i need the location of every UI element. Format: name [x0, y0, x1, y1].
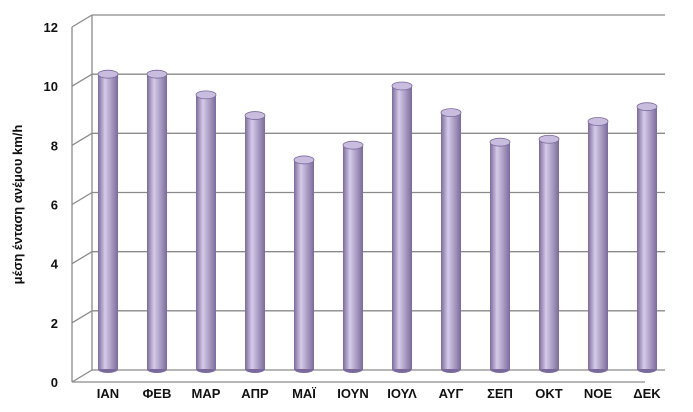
grid-layer: [71, 14, 665, 383]
y-tick-label: 2: [51, 316, 58, 331]
x-tick-label: ΜΑΡ: [192, 386, 221, 401]
bar: [636, 102, 658, 373]
bar-body: [539, 139, 559, 369]
x-tick-label: ΟΚΤ: [535, 386, 563, 401]
x-tick-label: ΙΑΝ: [97, 386, 119, 401]
bar-body: [196, 94, 216, 369]
gridline-side: [71, 73, 93, 87]
bar-body: [98, 74, 118, 370]
y-tick-labels: 0 2 4 6 8 10 12: [44, 20, 59, 390]
gridline-side: [71, 251, 93, 265]
bar-top: [293, 155, 315, 165]
gridline-side: [71, 191, 93, 206]
bar: [489, 137, 511, 373]
bar-body: [637, 106, 657, 369]
y-tick-label: 12: [44, 20, 58, 35]
bar: [293, 155, 315, 373]
bar-body: [147, 74, 167, 370]
y-tick-label: 8: [51, 138, 58, 153]
bar-top: [440, 108, 462, 118]
bar: [195, 90, 217, 373]
bar: [244, 111, 266, 373]
bar-top: [342, 140, 364, 150]
gridline-side: [71, 132, 93, 146]
bar-body: [490, 142, 510, 369]
y-axis-title: μέση ένταση ανέμου km/h: [10, 125, 25, 285]
gridline-side: [71, 310, 93, 324]
bar: [587, 117, 609, 373]
bar-top: [146, 69, 168, 79]
bar-body: [343, 145, 363, 369]
x-tick-label: ΙΟΥΝ: [337, 386, 368, 401]
bar-top: [636, 102, 658, 112]
bar: [97, 69, 119, 373]
bar: [538, 134, 560, 373]
y-tick-label: 4: [51, 257, 59, 272]
bar: [146, 69, 168, 373]
bar-top: [391, 81, 413, 91]
bar-top: [538, 134, 560, 144]
y-tick-label: 6: [51, 198, 58, 213]
bar-top: [97, 69, 119, 79]
bar: [391, 81, 413, 373]
x-tick-label: ΜΑΪ: [292, 386, 316, 401]
bar: [342, 140, 364, 373]
bar-body: [245, 115, 265, 369]
bar-body: [294, 159, 314, 369]
bar-top: [587, 117, 609, 126]
bar-top: [195, 90, 217, 100]
y-tick-label: 0: [51, 375, 58, 390]
x-tick-label: ΣΕΠ: [487, 386, 513, 401]
bar: [440, 108, 462, 373]
bar-body: [588, 121, 608, 369]
x-tick-label: ΝΟΕ: [584, 386, 613, 401]
bar-body: [392, 86, 412, 369]
x-tick-label: ΑΠΡ: [241, 386, 269, 401]
bar-body: [441, 112, 461, 369]
bars: [97, 69, 658, 373]
bar-top: [244, 111, 266, 120]
x-tick-label: ΑΥΓ: [439, 386, 464, 401]
gridline-side: [71, 369, 93, 383]
x-tick-label: ΔΕΚ: [633, 386, 661, 401]
y-tick-label: 10: [44, 79, 58, 94]
gridline-side: [71, 14, 93, 28]
x-tick-labels: ΙΑΝ ΦΕΒ ΜΑΡ ΑΠΡ ΜΑΪ ΙΟΥΝ ΙΟΥΛ ΑΥΓ ΣΕΠ ΟΚΤ ΝΟΕ ΔΕΚ: [97, 386, 662, 401]
bar-top: [489, 137, 511, 147]
x-tick-label: ΦΕΒ: [143, 386, 172, 401]
x-tick-label: ΙΟΥΛ: [387, 386, 417, 401]
